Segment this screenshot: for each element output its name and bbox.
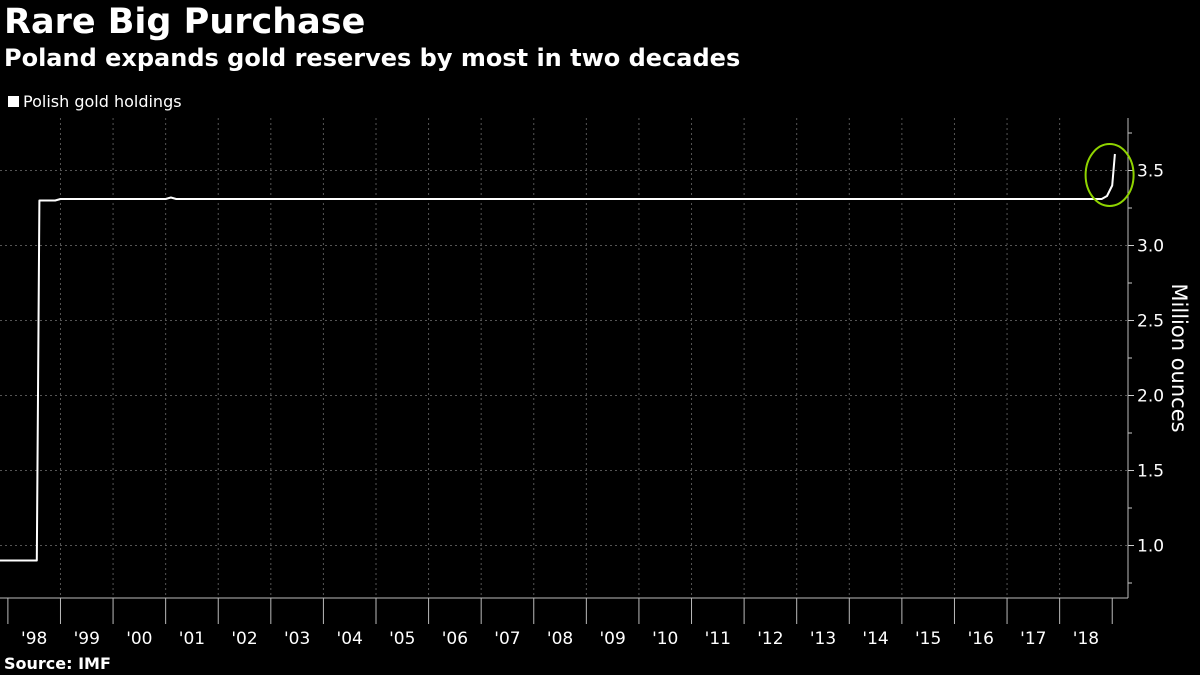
tick-labels: 1.0 1.5 2.0 2.5 3.0 3.5 '98 '99 '00 '01 '02 '03 '04 '… [21, 162, 1191, 650]
legend: Polish gold holdings [8, 92, 182, 111]
x-tick-label: '07 [494, 629, 520, 649]
x-tick-label: '01 [179, 629, 205, 649]
legend-label: Polish gold holdings [23, 92, 182, 111]
chart-subtitle: Poland expands gold reserves by most in … [4, 44, 741, 72]
x-tick-label: '15 [915, 629, 941, 649]
x-tick-label: '04 [337, 629, 363, 649]
annotation-layer [1084, 143, 1135, 207]
x-tick-label: '00 [126, 629, 152, 649]
y-tick-label: 3.5 [1137, 162, 1164, 182]
y-tick-label: 2.0 [1137, 387, 1164, 407]
series-line-polish-gold-holdings [0, 153, 1116, 562]
x-tick-label: '09 [599, 629, 625, 649]
x-tick-label: '99 [74, 629, 100, 649]
x-tick-label: '16 [968, 629, 994, 649]
highlight-circle [1084, 143, 1135, 207]
y-tick-label: 3.0 [1137, 237, 1164, 257]
x-tick-label: '18 [1073, 629, 1099, 649]
x-tick-label: '06 [442, 629, 468, 649]
source-note: Source: IMF [4, 654, 111, 673]
axes [0, 118, 1134, 624]
x-tick-label: '98 [21, 629, 47, 649]
x-tick-label: '13 [810, 629, 836, 649]
chart-title: Rare Big Purchase [4, 2, 366, 42]
series-layer [0, 153, 1116, 562]
x-tick-label: '11 [705, 629, 731, 649]
x-tick-label: '03 [284, 629, 310, 649]
grid-lines [0, 118, 1128, 598]
x-tick-label: '17 [1020, 629, 1046, 649]
y-axis-title: Million ounces [1167, 283, 1191, 432]
x-tick-label: '05 [389, 629, 415, 649]
x-tick-label: '02 [231, 629, 257, 649]
y-tick-label: 1.5 [1137, 462, 1164, 482]
y-tick-label: 2.5 [1137, 312, 1164, 332]
x-tick-label: '12 [757, 629, 783, 649]
x-tick-label: '14 [862, 629, 888, 649]
y-tick-label: 1.0 [1137, 537, 1164, 557]
legend-swatch [8, 96, 19, 107]
x-tick-label: '10 [652, 629, 678, 649]
x-tick-label: '08 [547, 629, 573, 649]
